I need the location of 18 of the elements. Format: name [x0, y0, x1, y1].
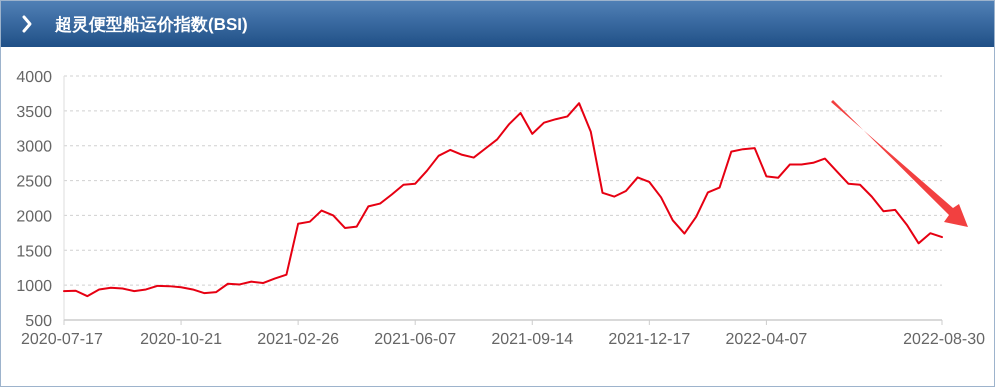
x-tick-label: 2020-07-17	[21, 331, 103, 348]
y-tick-label: 1000	[16, 278, 52, 296]
x-tick-label: 2021-06-07	[374, 331, 456, 348]
x-tick-label: 2021-09-14	[491, 331, 574, 348]
y-tick-label: 2000	[16, 208, 52, 226]
y-tick-label: 3500	[16, 104, 52, 121]
y-tick-label: 500	[25, 313, 52, 330]
x-tick-label: 2020-10-21	[140, 331, 222, 348]
y-tick-label: 3000	[16, 138, 52, 156]
x-tick-label: 2021-12-17	[608, 331, 690, 348]
chart-title: 超灵便型船运价指数(BSI)	[54, 15, 248, 34]
y-tick-label: 4000	[16, 69, 52, 86]
y-tick-label: 1500	[16, 243, 52, 260]
x-tick-label: 2022-04-07	[725, 331, 808, 348]
line-series	[63, 102, 943, 298]
x-tick-label: 2021-02-26	[257, 331, 340, 348]
x-tick-label: 2022-08-30	[903, 331, 986, 348]
y-tick-label: 2500	[16, 174, 52, 191]
